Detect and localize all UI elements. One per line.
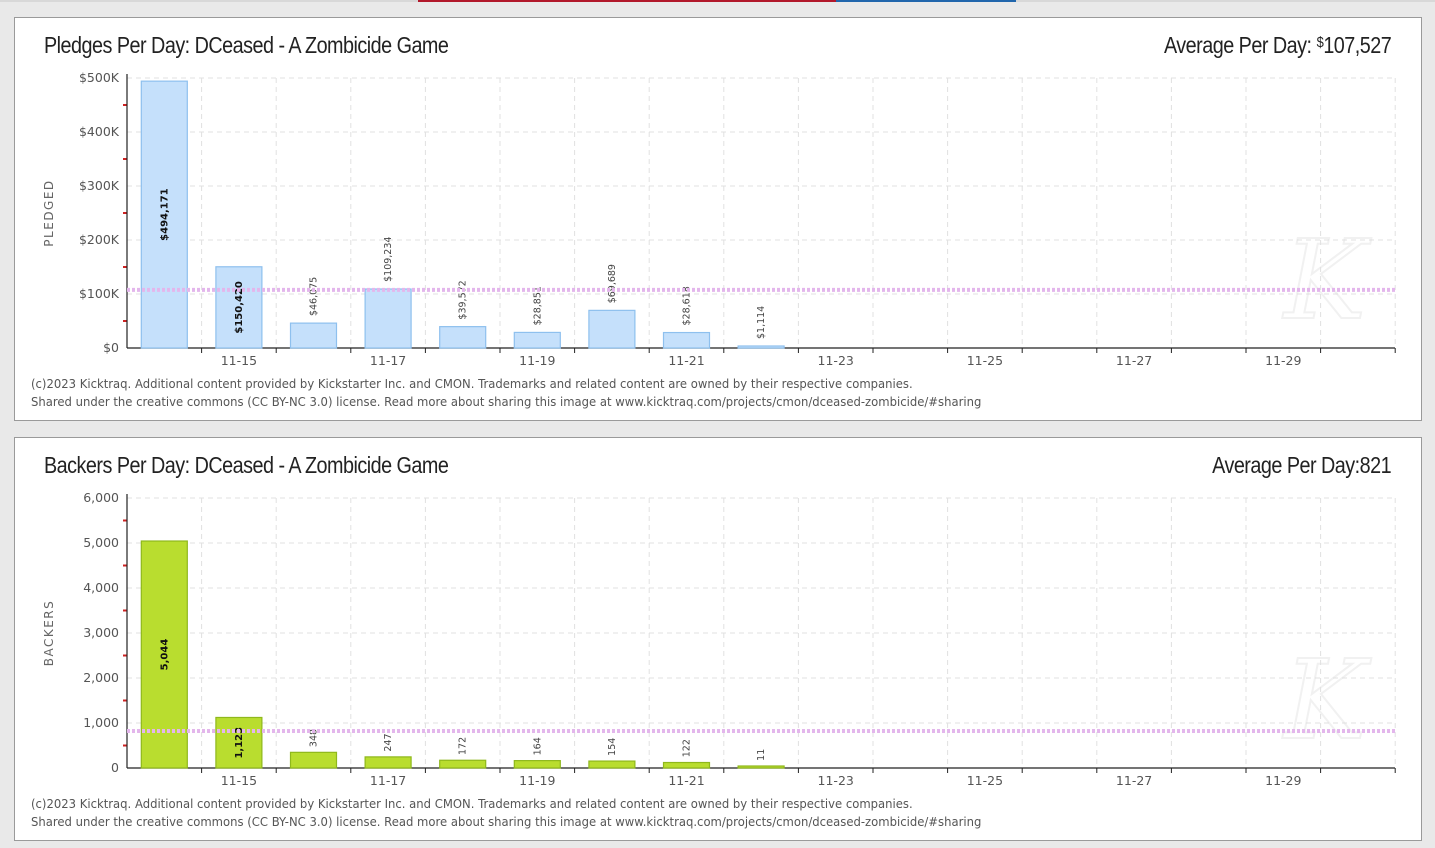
y-tick-label: 6,000 — [83, 490, 119, 505]
bar — [588, 309, 636, 349]
y-tick-label: 1,000 — [83, 715, 119, 730]
average-label: Average Per Day: — [1212, 452, 1360, 478]
average-value: 107,527 — [1323, 32, 1391, 58]
x-tick-label: 11-15 — [221, 773, 257, 788]
bar — [215, 716, 263, 769]
watermark-logo: K — [1282, 216, 1372, 344]
x-tick-label: 11-25 — [967, 353, 1003, 368]
y-tick-label: 2,000 — [83, 670, 119, 685]
bar-value-label: $28,618 — [682, 286, 693, 325]
bar — [439, 326, 487, 349]
bar — [439, 759, 487, 769]
x-tick-label: 11-17 — [370, 353, 406, 368]
bar — [662, 331, 711, 349]
bar-value-label: $494,171 — [159, 188, 170, 241]
average-per-day: Average Per Day:821 — [1212, 452, 1391, 479]
license-line: Shared under the creative commons (CC BY… — [31, 394, 982, 409]
bar — [662, 761, 711, 769]
bar — [737, 765, 785, 769]
x-tick-label: 11-19 — [519, 353, 555, 368]
chart-footer: (c)2023 Kicktraq. Additional content pro… — [31, 375, 1053, 411]
x-tick-label: 11-29 — [1265, 773, 1301, 788]
y-tick-label: 0 — [111, 760, 119, 775]
bar — [289, 322, 338, 349]
y-tick-label: 5,000 — [83, 535, 119, 550]
bar-value-label: 154 — [607, 738, 618, 756]
bar-value-label: $46,075 — [309, 277, 320, 316]
x-tick-label: 11-27 — [1116, 353, 1152, 368]
y-tick-label: $400K — [79, 124, 120, 139]
pledges-plot: K $0 $100K $200K $300K $400K $500K PLEDGED 11-15… — [42, 70, 1396, 368]
bar — [364, 756, 412, 769]
chart-title: Backers Per Day: DCeased - A Zombicide G… — [44, 452, 449, 478]
top-color-strip — [0, 0, 1435, 2]
y-tick-label: $0 — [103, 340, 119, 355]
bar-value-label: 1,123 — [234, 727, 245, 759]
bar-value-label: 11 — [756, 749, 767, 761]
y-axis-title: PLEDGED — [42, 179, 56, 246]
bar-value-label: $109,234 — [383, 237, 394, 282]
x-tick-label: 11-19 — [519, 773, 555, 788]
copyright-line: (c)2023 Kicktraq. Additional content pro… — [31, 796, 913, 811]
bar-value-label: 122 — [682, 739, 693, 757]
x-tick-label: 11-25 — [967, 773, 1003, 788]
y-tick-label: $100K — [79, 286, 120, 301]
x-tick-label: 11-27 — [1116, 773, 1152, 788]
backers-plot: K 0 1,000 2,000 3,000 4,000 5,000 6,000 BACKERS 1… — [42, 490, 1396, 788]
bar — [513, 760, 561, 769]
x-tick-label: 11-21 — [668, 353, 704, 368]
average-value: 821 — [1359, 452, 1392, 478]
y-tick-label: $200K — [79, 232, 120, 247]
y-tick-label: $300K — [79, 178, 120, 193]
bar — [215, 266, 263, 349]
bar-value-label: $39,572 — [458, 280, 469, 319]
license-line: Shared under the creative commons (CC BY… — [31, 814, 982, 829]
bar — [364, 288, 412, 349]
bar — [140, 80, 188, 349]
watermark-logo: K — [1282, 636, 1372, 764]
x-tick-label: 11-21 — [668, 773, 704, 788]
bar-value-label: $150,420 — [234, 281, 245, 334]
y-tick-label: 3,000 — [83, 625, 119, 640]
x-tick-label: 11-29 — [1265, 353, 1301, 368]
bar — [513, 331, 561, 349]
average-label: Average Per Day: — [1163, 32, 1312, 58]
x-tick-label: 11-17 — [370, 773, 406, 788]
pledges-chart-panel: Pledges Per Day: DCeased - A Zombicide G… — [14, 17, 1422, 421]
bar-value-label: 5,044 — [159, 639, 170, 671]
y-tick-label: $500K — [79, 70, 120, 85]
bar-value-label: 164 — [532, 737, 543, 755]
x-tick-label: 11-15 — [221, 353, 257, 368]
bar-value-label: 247 — [383, 734, 394, 752]
bar-value-label: 348 — [309, 729, 320, 747]
chart-title: Pledges Per Day: DCeased - A Zombicide G… — [44, 32, 449, 58]
bar — [588, 760, 636, 769]
bar-value-label: 172 — [458, 737, 469, 755]
top-strip-blue — [836, 0, 1016, 2]
x-tick-label: 11-23 — [818, 353, 854, 368]
bar-value-label: $1,114 — [756, 306, 767, 339]
copyright-line: (c)2023 Kicktraq. Additional content pro… — [31, 376, 913, 391]
y-axis-title: BACKERS — [42, 600, 56, 667]
x-tick-label: 11-23 — [818, 773, 854, 788]
bar-value-label: $69,689 — [607, 264, 618, 303]
bar — [289, 751, 338, 769]
average-per-day: Average Per Day: $107,527 — [1163, 32, 1392, 59]
bar-value-label: $28,851 — [532, 286, 543, 325]
chart-footer: (c)2023 Kicktraq. Additional content pro… — [31, 795, 1053, 831]
average-currency-symbol: $ — [1316, 34, 1324, 51]
bar — [737, 345, 785, 349]
top-strip-red — [418, 0, 836, 2]
backers-chart-panel: Backers Per Day: DCeased - A Zombicide G… — [14, 437, 1422, 841]
y-tick-label: 4,000 — [83, 580, 119, 595]
